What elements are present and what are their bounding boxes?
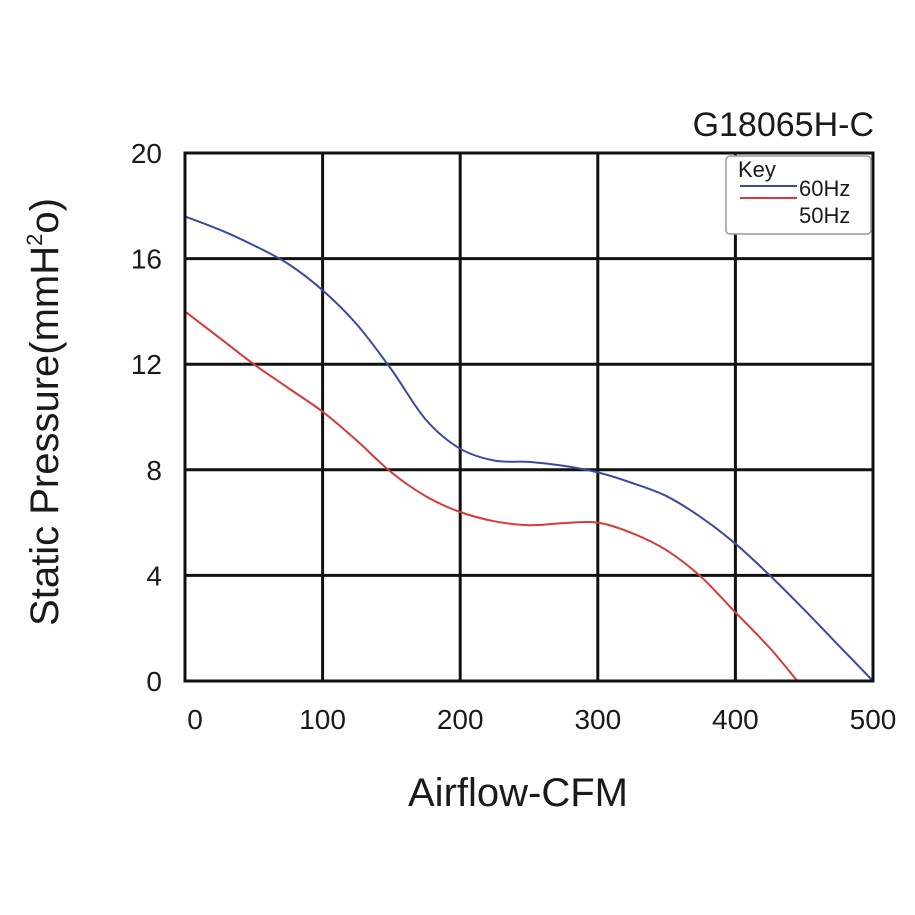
legend-title: Key [738, 157, 776, 182]
y-tick-label-8: 8 [146, 455, 162, 486]
y-tick-label-20: 20 [131, 138, 162, 169]
plot-frame [183, 151, 875, 683]
chart-title: G18065H-C [693, 106, 874, 144]
series-group [184, 215, 874, 682]
x-tick-label-500: 500 [850, 704, 897, 735]
y-axis-title-superscript: 2 [22, 234, 47, 246]
y-axis-title-tail: o) [23, 198, 67, 234]
legend-label-50hz: 50Hz [799, 203, 850, 228]
tick-labels: 0 100 200 300 400 500 0 4 8 12 16 20 [131, 138, 897, 735]
legend: Key 60Hz 50Hz [725, 155, 872, 235]
series-line-60hz [184, 215, 874, 682]
series-line-50hz [184, 310, 799, 682]
x-tick-label-400: 400 [712, 704, 759, 735]
y-tick-label-16: 16 [131, 244, 162, 275]
y-tick-label-12: 12 [131, 349, 162, 380]
x-tick-label-200: 200 [437, 704, 484, 735]
legend-box [725, 155, 872, 235]
x-tick-label-300: 300 [574, 704, 621, 735]
y-axis-title-main: Static Pressure(mmH [23, 246, 67, 626]
legend-label-60hz: 60Hz [799, 176, 850, 201]
y-tick-label-4: 4 [146, 560, 162, 591]
x-tick-label-100: 100 [299, 704, 346, 735]
y-axis-title: Static Pressure(mmH2o) [22, 198, 67, 626]
x-axis-title: Airflow-CFM [408, 771, 628, 815]
y-tick-label-0: 0 [146, 666, 162, 697]
x-tick-label-0: 0 [187, 704, 203, 735]
